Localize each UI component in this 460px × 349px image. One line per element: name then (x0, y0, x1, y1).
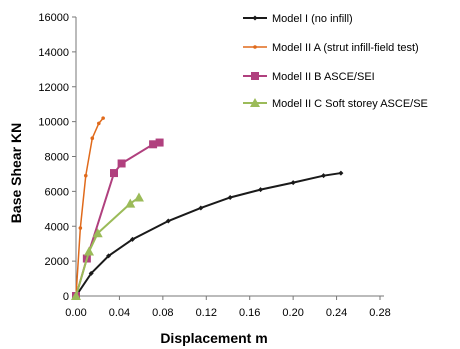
data-point (338, 170, 344, 176)
data-point (90, 136, 95, 140)
legend-entry-2: Model II A (strut infill-field test) (243, 42, 419, 54)
y-tick-label: 10000 (38, 117, 69, 129)
legend-label: Model II B ASCE/SEI (272, 71, 375, 83)
data-point (83, 173, 88, 178)
y-tick-label: 8000 (45, 152, 69, 164)
data-point (106, 253, 112, 259)
x-tick-label: 0.24 (326, 307, 347, 319)
data-point (84, 246, 95, 256)
data-point (258, 187, 264, 193)
y-tick-label: 6000 (45, 186, 69, 198)
legend-marker (252, 15, 258, 21)
x-tick-label: 0.08 (152, 307, 173, 319)
data-point (155, 138, 164, 147)
data-point (71, 291, 81, 300)
y-tick-label: 14000 (38, 47, 69, 59)
data-point (133, 192, 144, 202)
data-point (129, 236, 135, 242)
legend-marker (251, 72, 259, 80)
data-point (92, 228, 103, 238)
data-point (227, 194, 233, 200)
legend-label: Model II C Soft storey ASCE/SE (272, 98, 428, 110)
x-tick-label: 0.12 (196, 307, 217, 319)
x-tick-label: 0.20 (282, 307, 303, 319)
series-line (75, 117, 104, 297)
series-layer (71, 116, 344, 300)
x-tick-label: 0.16 (239, 307, 260, 319)
x-tick-label: 0.00 (65, 307, 86, 319)
data-point (125, 198, 136, 208)
data-point (290, 180, 296, 186)
x-axis-title: Displacement m (160, 330, 267, 346)
series-2 (74, 116, 105, 298)
legend-label: Model I (no infill) (272, 13, 353, 25)
x-tick-label: 0.04 (109, 307, 130, 319)
data-point (149, 140, 158, 149)
data-point (88, 270, 94, 276)
chart-axes: 0 2000 4000 6000 8000 10000 12000 14000 16000 0.0… (38, 12, 390, 319)
y-tick-label: 2000 (45, 256, 69, 268)
legend-entry-4: Model II C Soft storey ASCE/SE (243, 98, 428, 110)
series-4 (71, 192, 144, 300)
y-tick-label: 4000 (45, 221, 69, 233)
y-tick-label: 0 (63, 291, 69, 303)
data-point (97, 121, 101, 126)
data-point (117, 159, 126, 168)
legend-label: Model II A (strut infill-field test) (272, 42, 419, 54)
x-tick-label: 0.28 (369, 307, 390, 319)
y-axis-title: Base Shear KN (8, 123, 24, 223)
y-tick-label: 16000 (38, 12, 69, 24)
legend-marker (250, 98, 260, 107)
legend-marker (253, 45, 257, 49)
legend-entry-1: Model I (no infill) (243, 13, 353, 25)
series-1 (73, 170, 344, 299)
data-point (110, 169, 118, 178)
series-line (75, 172, 342, 297)
data-point (78, 226, 83, 230)
data-point (165, 218, 171, 224)
legend: Model I (no infill) Model II A (strut inf… (243, 13, 428, 110)
data-point (321, 173, 327, 179)
data-point (198, 205, 204, 211)
y-tick-label: 12000 (38, 82, 69, 94)
data-point (101, 116, 105, 120)
legend-entry-3: Model II B ASCE/SEI (243, 71, 375, 83)
series-3 (72, 138, 164, 300)
